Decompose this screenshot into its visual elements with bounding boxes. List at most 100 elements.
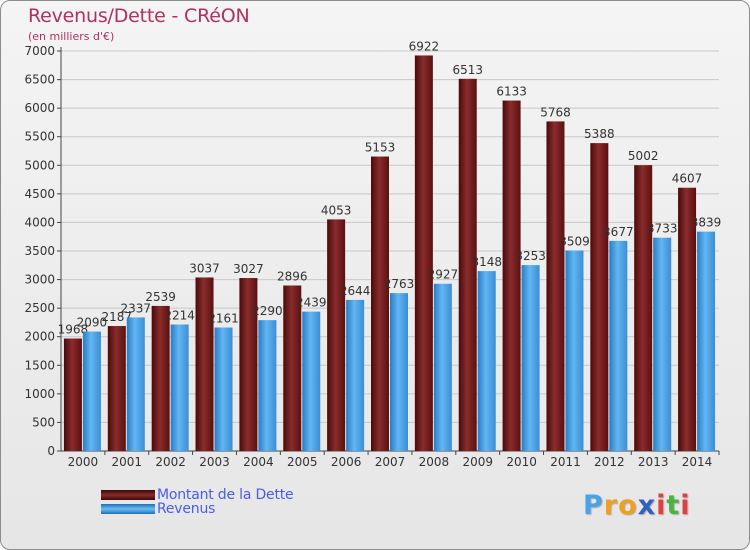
y-tick-label: 6000 (24, 101, 55, 115)
data-label-debt: 5002 (628, 149, 659, 163)
bar-debt (239, 278, 258, 451)
bar-revenue (258, 320, 277, 451)
legend-item-revenue: Revenus (101, 501, 215, 517)
y-tick-label: 3500 (24, 244, 55, 258)
bar-revenue (433, 283, 452, 451)
data-label-debt: 3027 (233, 262, 264, 276)
bar-debt (283, 285, 302, 451)
data-label-revenue: 2763 (384, 277, 415, 291)
x-tick-label: 2008 (419, 455, 450, 469)
x-tick-label: 2004 (243, 455, 274, 469)
data-label-revenue: 2214 (164, 308, 195, 322)
bar-revenue (521, 265, 540, 451)
logo-letter: P (583, 490, 604, 521)
bar-revenue (477, 271, 496, 451)
bar-debt (327, 219, 346, 451)
bar-debt (371, 156, 389, 452)
bar-revenue (126, 317, 145, 451)
data-label-debt: 4607 (672, 172, 703, 186)
bar-revenue (170, 324, 189, 451)
legend-item-debt: Montant de la Dette (101, 487, 294, 503)
y-tick-label: 2500 (24, 301, 55, 315)
data-label-revenue: 3509 (559, 234, 590, 248)
x-tick-label: 2007 (375, 455, 406, 469)
y-tick-label: 6500 (24, 73, 55, 87)
x-tick-label: 2005 (287, 455, 318, 469)
legend-swatch-debt (101, 490, 155, 500)
x-tick-label: 2010 (506, 455, 537, 469)
bar-debt (414, 55, 433, 451)
data-label-revenue: 3148 (471, 255, 502, 269)
bar-revenue (346, 299, 365, 451)
data-label-debt: 2896 (277, 270, 308, 284)
bar-debt (502, 100, 521, 452)
data-label-revenue: 3677 (603, 225, 634, 239)
logo-letter: o (618, 490, 638, 521)
data-label-debt: 3037 (189, 261, 220, 275)
bar-revenue (82, 331, 101, 451)
bar-revenue (653, 237, 672, 451)
data-label-revenue: 2090 (77, 316, 108, 330)
bar-debt (107, 326, 126, 451)
bar-revenue (390, 293, 408, 451)
data-label-debt: 1968 (58, 323, 89, 337)
bar-debt (195, 277, 214, 451)
bar-debt (678, 187, 697, 451)
legend-label-debt: Montant de la Dette (157, 487, 294, 503)
data-label-debt: 5768 (540, 105, 571, 119)
bar-revenue (565, 250, 584, 451)
data-label-revenue: 3733 (647, 222, 678, 236)
y-tick-label: 1000 (24, 387, 55, 401)
data-label-debt: 2187 (102, 310, 133, 324)
data-label-debt: 5388 (584, 127, 615, 141)
y-tick-label: 7000 (24, 44, 55, 58)
x-tick-label: 2009 (462, 455, 493, 469)
logo-letter: i (680, 490, 691, 521)
y-tick-label: 0 (47, 444, 55, 458)
data-label-debt: 6922 (409, 39, 440, 53)
y-tick-label: 5000 (24, 158, 55, 172)
legend-swatch-revenue (101, 504, 155, 514)
x-tick-label: 2003 (199, 455, 230, 469)
x-tick-label: 2013 (638, 455, 669, 469)
bar-debt (151, 305, 170, 451)
data-label-revenue: 2439 (296, 296, 327, 310)
data-label-debt: 5153 (365, 141, 396, 155)
bar-debt (590, 143, 609, 451)
data-label-debt: 2539 (145, 290, 176, 304)
bar-debt (63, 338, 82, 451)
data-label-debt: 6133 (496, 85, 527, 99)
data-label-revenue: 2337 (121, 301, 152, 315)
bar-debt (634, 165, 653, 451)
data-label-revenue: 2161 (208, 312, 239, 326)
bar-debt (546, 121, 565, 452)
y-tick-label: 5500 (24, 130, 55, 144)
logo-letter: t (666, 490, 681, 521)
data-label-revenue: 3253 (515, 249, 546, 263)
x-tick-label: 2000 (68, 455, 99, 469)
y-tick-label: 500 (32, 415, 55, 429)
bar-revenue (214, 327, 233, 451)
data-label-debt: 6513 (452, 63, 483, 77)
y-tick-label: 3000 (24, 273, 55, 287)
x-tick-label: 2011 (550, 455, 581, 469)
y-tick-label: 4000 (24, 215, 55, 229)
x-tick-label: 2001 (112, 455, 143, 469)
y-tick-label: 1500 (24, 358, 55, 372)
bar-revenue (697, 231, 716, 451)
proxiti-logo: Proxiti (583, 490, 691, 521)
logo-letter: x (637, 490, 657, 521)
logo-letter: r (603, 490, 619, 521)
chart-subtitle: (en milliers d'€) (28, 30, 115, 43)
bar-revenue (302, 311, 321, 451)
bar-revenue (609, 240, 628, 451)
x-tick-label: 2002 (155, 455, 186, 469)
legend-label-revenue: Revenus (157, 501, 216, 517)
chart-title: Revenus/Dette - CRéON (28, 5, 250, 27)
data-label-revenue: 2644 (340, 284, 371, 298)
data-label-revenue: 2290 (252, 304, 283, 318)
x-tick-label: 2014 (682, 455, 713, 469)
y-tick-label: 4500 (24, 187, 55, 201)
